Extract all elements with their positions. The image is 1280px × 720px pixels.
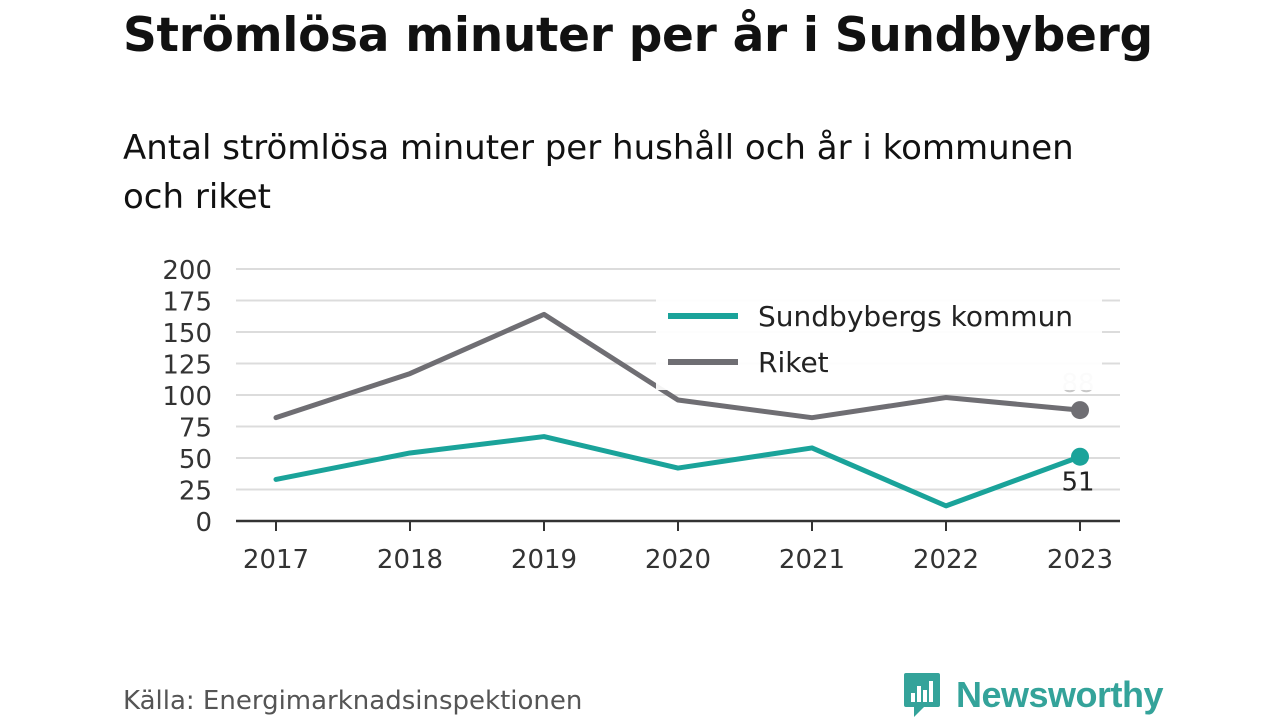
- x-tick-label: 2021: [779, 545, 845, 575]
- y-tick-label: 200: [162, 256, 212, 286]
- brand-logo: Newsworthy: [902, 670, 1164, 720]
- y-tick-label: 75: [179, 414, 212, 444]
- y-tick-label: 50: [179, 445, 212, 475]
- legend-label: Riket: [758, 346, 829, 379]
- x-tick-label: 2020: [645, 545, 711, 575]
- x-tick-label: 2023: [1047, 545, 1113, 575]
- series-line-riket: [273, 311, 1083, 421]
- x-tick-label: 2017: [243, 545, 309, 575]
- y-tick-label: 150: [162, 319, 212, 349]
- legend: Sundbybergs kommun Riket: [656, 296, 1102, 390]
- y-tick-label: 0: [195, 508, 212, 538]
- y-tick-label: 125: [162, 351, 212, 381]
- x-tick-label: 2019: [511, 545, 577, 575]
- legend-background: [656, 296, 1102, 390]
- x-tick-label: 2022: [913, 545, 979, 575]
- y-tick-label: 100: [162, 382, 212, 412]
- x-tick-label: 2018: [377, 545, 443, 575]
- end-label-sundbyberg: 51: [1061, 468, 1094, 498]
- chart-subtitle: Antal strömlösa minuter per hushåll och …: [123, 128, 1074, 217]
- newsworthy-logo-icon: [904, 673, 940, 717]
- series-end-point: [1071, 447, 1089, 466]
- chart-title: Strömlösa minuter per år i Sundbyberg: [123, 8, 1153, 63]
- source-note: Källa: Energimarknadsinspektionen: [123, 686, 583, 716]
- series-line-sundbyberg: [273, 434, 1083, 509]
- brand-name: Newsworthy: [956, 674, 1164, 715]
- legend-label: Sundbybergs kommun: [758, 300, 1073, 333]
- y-tick-label: 25: [179, 477, 212, 507]
- series-end-point: [1071, 401, 1089, 420]
- y-tick-label: 175: [162, 288, 212, 318]
- x-axis-ticks: 2017 2018 2019 2020 2021 2022 2023: [243, 521, 1113, 575]
